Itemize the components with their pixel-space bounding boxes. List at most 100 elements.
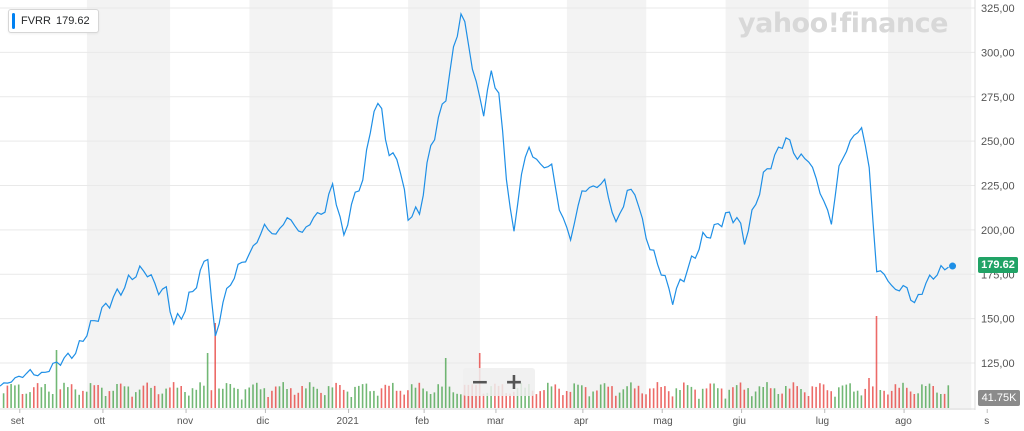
volume-bar [138,389,141,408]
volume-bar [410,384,413,408]
volume-bar [388,385,390,408]
volume-bar [917,393,919,408]
volume-bar [433,392,436,408]
volume-bar [67,387,69,408]
volume-bar [40,387,43,408]
ticker-legend[interactable]: FVRR 179.62 [8,9,99,33]
grid-lines [0,0,976,410]
volume-bar [660,387,662,408]
volume-bar [853,391,855,408]
volume-bar [293,394,296,408]
volume-bar [112,390,114,408]
volume-bar [267,397,269,408]
volume-bar [282,382,284,408]
y-tick-label: 250,00 [981,136,1015,148]
y-tick-label: 225,00 [981,181,1015,193]
volume-bar [324,395,326,408]
volume-bar [407,390,409,408]
volume-bar [131,396,133,408]
volume-bar [690,386,693,408]
volume-bar [21,394,24,408]
volume-bar [940,394,942,408]
volume-bar [373,390,375,408]
volume-bar [218,388,220,408]
volume-bar [422,388,424,408]
y-tick-label: 200,00 [981,225,1015,237]
volume-bar [259,389,262,408]
volume-bar [369,391,371,408]
volume-bar [735,385,738,408]
volume-bar [365,383,368,408]
volume-bar [649,388,651,408]
current-price-badge: 179.62 [978,257,1018,273]
month-band [408,0,480,410]
volume-bar [652,388,655,408]
volume-bar [444,358,447,408]
volume-bar [868,378,870,408]
volume-bars [2,316,950,408]
volume-bar [244,389,247,408]
volume-bar [743,389,746,408]
series-color-swatch [12,13,15,29]
volume-bar [286,389,288,408]
volume-bar [887,394,889,408]
volume-bar [161,393,164,408]
volume-bar [732,387,734,408]
volume-bar [380,388,383,408]
volume-bar [55,350,58,408]
y-tick-label: 300,00 [981,47,1015,59]
volume-bar [535,394,538,408]
volume-bar [528,384,530,408]
volume-bar [206,353,209,408]
x-tick-label: mag [653,416,672,427]
volume-bar [471,384,473,408]
volume-bar [490,386,492,408]
volume-bar [2,393,5,408]
volume-bar [550,386,553,408]
volume-bar [751,396,753,408]
volume-bar [641,393,643,408]
volume-bar [592,391,594,408]
volume-bar [274,386,277,408]
volume-bar [297,392,300,408]
x-tick-label: apr [574,416,589,427]
volume-bar [301,386,303,408]
zoom-out-button[interactable]: − [470,369,490,395]
volume-bar [308,382,311,408]
price-line [0,11,949,387]
volume-bar [123,386,126,408]
volume-bar [320,392,322,408]
volume-bar [762,387,764,408]
volume-bar [633,388,636,408]
volume-bar [713,383,715,408]
volume-bar [101,387,103,408]
volume-bar [781,393,783,408]
volume-bar [278,386,281,408]
volume-bar [686,385,689,408]
volume-bar [229,384,232,408]
volume-bar [679,390,681,408]
volume-bar [717,388,719,408]
volume-bar [645,394,647,408]
volume-bar [834,396,836,408]
volume-bar [513,391,515,408]
zoom-in-button[interactable]: + [504,369,524,395]
volume-bar [33,387,35,408]
volume-bar [157,394,160,408]
volume-bar [460,394,462,408]
volume-bar [584,387,587,408]
volume-bar [505,393,507,408]
volume-bar [758,386,761,408]
volume-bar [237,388,239,408]
volume-bar [384,384,387,408]
volume-bar [135,392,137,408]
volume-bar [539,391,541,408]
volume-bar [603,383,606,408]
yahoo-finance-logo: yahoo!finance [738,8,948,39]
volume-bar [327,386,330,408]
y-axis: 325,00300,00275,00250,00225,00200,00175,… [981,3,1015,370]
volume-bar [78,394,80,408]
volume-bar [596,390,598,408]
volume-bar [875,316,878,408]
